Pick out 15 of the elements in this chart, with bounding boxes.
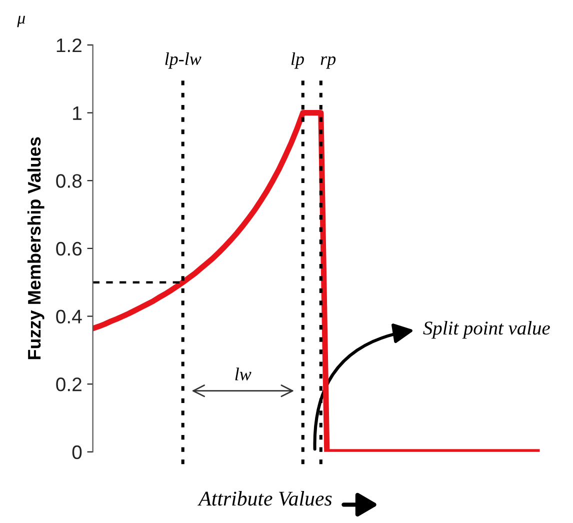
annotation: lw xyxy=(235,368,252,380)
y-tick-label: 0 xyxy=(72,445,82,460)
y-tick-label: 0.4 xyxy=(56,310,82,324)
y-tick-label: 0.2 xyxy=(56,378,82,392)
y-tick-label: 1 xyxy=(73,106,82,120)
annotation: lp xyxy=(291,52,304,69)
y-tick-label: 1.2 xyxy=(56,38,82,52)
y-tick-label: 0.8 xyxy=(56,174,82,188)
annotation: Split point value xyxy=(423,320,550,339)
annotation: rp xyxy=(320,56,336,69)
text: μ xyxy=(17,16,26,28)
x-axis-title: Attribute Values xyxy=(198,491,332,506)
y-axis-title: Fuzzy Membership Values xyxy=(27,137,44,360)
annotation: lp-lw xyxy=(165,52,202,69)
y-tick-label: 0.6 xyxy=(56,242,82,256)
